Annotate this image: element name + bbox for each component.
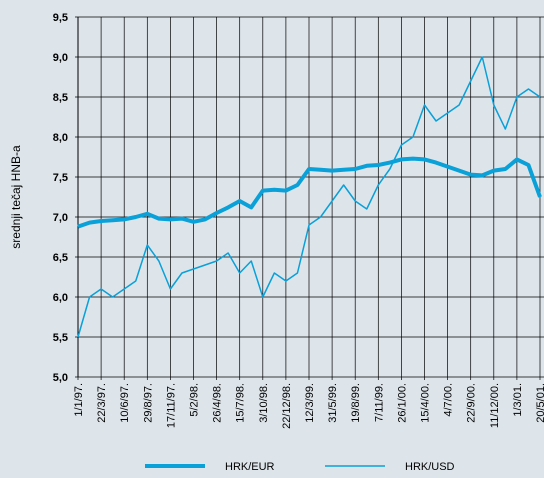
series-line — [77, 56, 541, 338]
y-tick-label: 9,0 — [53, 52, 68, 64]
x-tick-label: 22/12/98. — [281, 383, 293, 429]
y-tick-label: 6,5 — [53, 252, 68, 264]
x-tick-label: 22/3/97. — [96, 383, 108, 423]
y-axis-label: srednji tečaj HNB-a — [9, 145, 23, 249]
x-tick-label: 1/1/97. — [73, 383, 85, 417]
x-tick-label: 17/11/97. — [165, 383, 177, 428]
x-tick-label: 26/1/00. — [396, 383, 408, 423]
y-tick-label: 8,5 — [53, 92, 68, 104]
x-tick-label: 29/8/97. — [142, 383, 154, 423]
series-line — [77, 156, 542, 229]
x-tick-label: 26/4/98. — [212, 383, 224, 423]
x-tick-label: 1/3/01. — [512, 383, 524, 417]
x-tick-label: 19/8/99. — [350, 383, 362, 423]
x-tick-label: 11/12/00. — [489, 383, 501, 428]
y-tick-label: 5,0 — [53, 372, 68, 384]
x-tick-label: 15/7/98. — [235, 383, 247, 423]
y-tick-label: 7,5 — [53, 172, 68, 184]
x-tick-label: 12/3/99. — [304, 383, 316, 423]
x-tick-label: 7/11/99. — [373, 383, 385, 422]
y-tick-label: 9,5 — [53, 12, 68, 24]
x-tick-label: 10/6/97. — [119, 383, 131, 423]
y-tick-label: 8,0 — [53, 132, 68, 144]
x-tick-label: 20/5/01. — [535, 383, 544, 423]
x-tick-label: 5/2/98. — [189, 383, 201, 417]
legend-label: HRK/EUR — [225, 461, 275, 473]
legend-label: HRK/USD — [405, 461, 455, 473]
x-tick-label: 15/4/00. — [420, 383, 432, 423]
x-tick-label: 31/5/99. — [327, 383, 339, 423]
x-tick-label: 4/7/00. — [443, 383, 455, 417]
y-tick-label: 5,5 — [53, 332, 68, 344]
y-tick-label: 6,0 — [53, 292, 68, 304]
x-tick-label: 3/10/98. — [258, 383, 270, 423]
x-tick-label: 22/9/00. — [466, 383, 478, 423]
y-tick-label: 7,0 — [53, 212, 68, 224]
